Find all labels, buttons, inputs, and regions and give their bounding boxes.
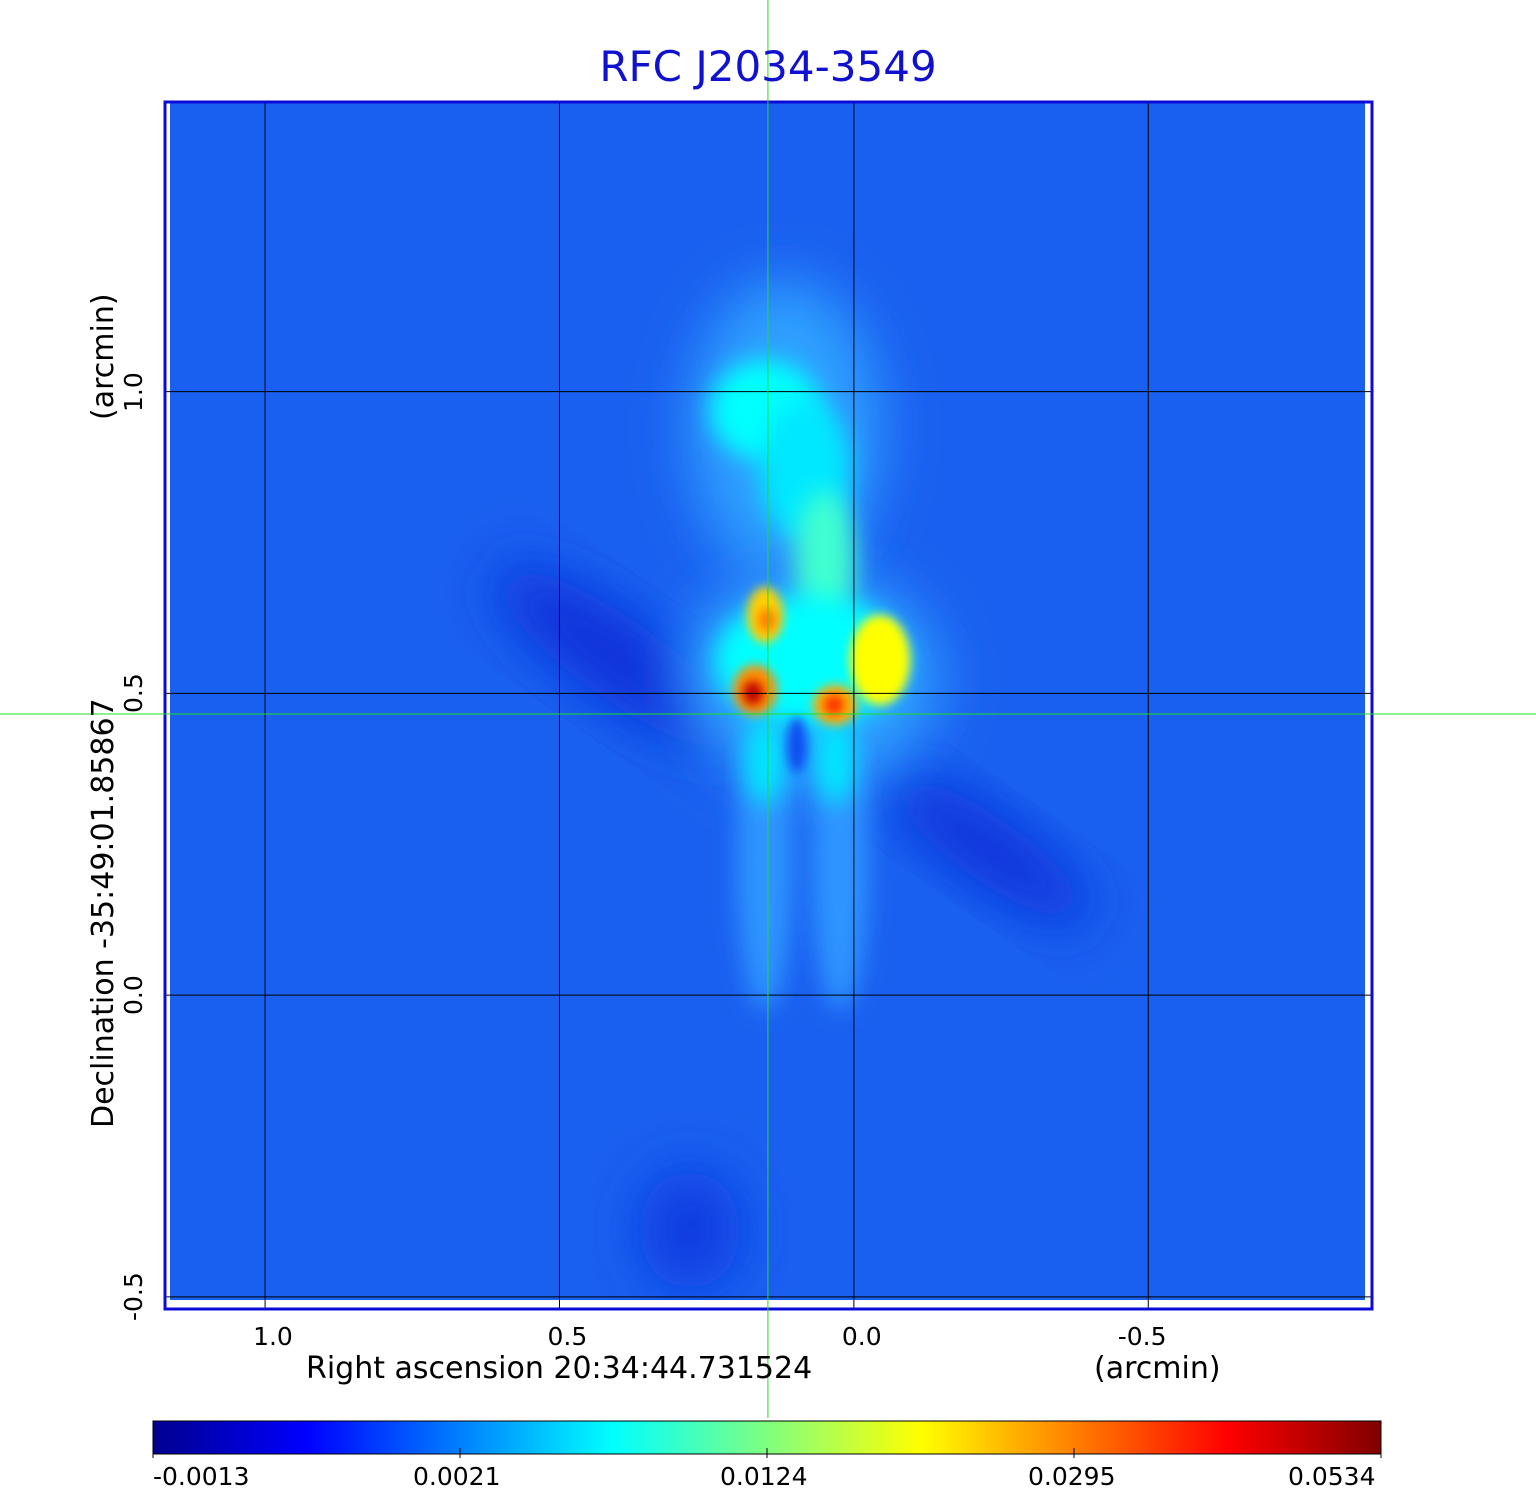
x-tick-label: 0.5: [547, 1322, 588, 1351]
grid: [165, 102, 1372, 1309]
crosshair: [0, 0, 1536, 1418]
x-axis-label: Right ascension 20:34:44.731524: [306, 1351, 813, 1386]
core-gap: [787, 717, 807, 773]
colorbar: [152, 1420, 1382, 1455]
x-tick-label: -0.5: [1117, 1322, 1167, 1351]
knot-west-core: [824, 695, 844, 715]
colorbar-tick-label: -0.0013: [153, 1462, 250, 1491]
image-edge-right: [1365, 102, 1372, 1309]
sidelobe-dark-east: [495, 567, 745, 753]
y-axis-label: Declination -35:49:01.85867: [86, 698, 121, 1128]
y-tick-label: 1.0: [119, 371, 148, 412]
image-edge-bottom: [165, 1300, 1372, 1309]
core-south-cyan-1: [745, 715, 785, 805]
y-tick-label: -0.5: [119, 1272, 148, 1322]
x-tick-label: 1.0: [253, 1322, 293, 1351]
colorbar-tick-label: 0.0124: [720, 1462, 808, 1491]
y-tick-label: 0.0: [119, 975, 148, 1016]
sidelobe-dark-west: [890, 776, 1090, 924]
plot-frame: [163, 100, 1374, 1311]
image-edge-left: [165, 102, 170, 1309]
chart-title: RFC J2034-3549: [599, 42, 937, 91]
sidelobe-dark-south: [640, 1170, 740, 1290]
colorbar-tick-label: 0.0534: [1288, 1462, 1376, 1491]
y-tick-label: 0.5: [119, 673, 148, 714]
y-axis-unit: (arcmin): [86, 293, 121, 420]
x-tick-label: 0.0: [841, 1322, 882, 1351]
knot-west-lobe: [850, 615, 910, 705]
x-axis-unit: (arcmin): [1094, 1351, 1221, 1386]
colorbar-tick-label: 0.0021: [413, 1462, 501, 1491]
knot-north-core: [758, 608, 776, 632]
colorbar-tick-label: 0.0295: [1028, 1462, 1116, 1491]
core-south-cyan-2: [815, 715, 855, 805]
colorbar-ticks: [152, 1448, 1382, 1458]
